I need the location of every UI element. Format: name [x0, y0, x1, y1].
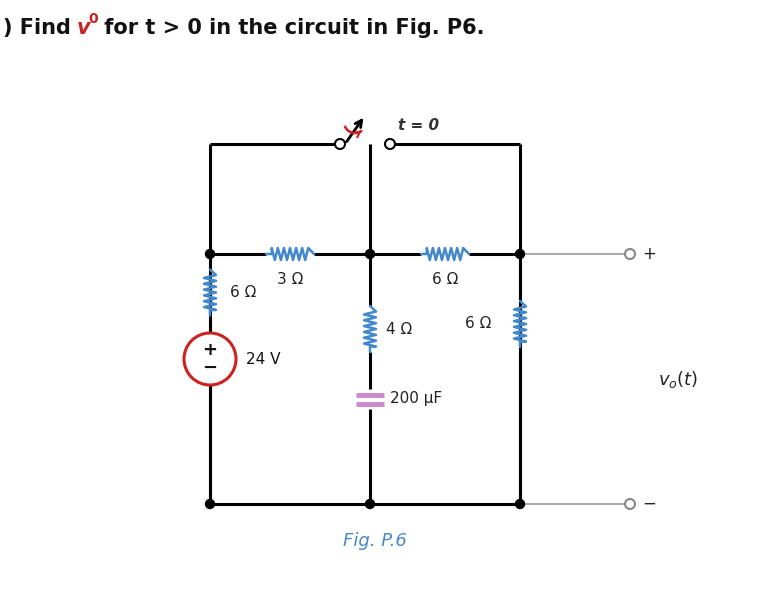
- Text: t = 0: t = 0: [398, 119, 439, 133]
- Circle shape: [385, 139, 395, 149]
- Text: 3 Ω: 3 Ω: [277, 272, 303, 287]
- Text: $v_o(t)$: $v_o(t)$: [658, 368, 699, 389]
- Text: 4 Ω: 4 Ω: [386, 322, 412, 336]
- Text: 24 V: 24 V: [246, 351, 280, 367]
- Circle shape: [516, 249, 525, 258]
- Text: for t > 0 in the circuit in Fig. P6.: for t > 0 in the circuit in Fig. P6.: [97, 18, 485, 38]
- Circle shape: [625, 499, 635, 509]
- Circle shape: [625, 249, 635, 259]
- Circle shape: [335, 139, 345, 149]
- Circle shape: [205, 500, 214, 508]
- Text: ) Find: ) Find: [3, 18, 78, 38]
- Text: +: +: [202, 341, 218, 359]
- Circle shape: [184, 333, 236, 385]
- Text: 6 Ω: 6 Ω: [465, 316, 491, 332]
- Text: 200 μF: 200 μF: [390, 392, 442, 406]
- Text: 6 Ω: 6 Ω: [432, 272, 458, 287]
- Text: −: −: [642, 495, 656, 513]
- Text: 6 Ω: 6 Ω: [230, 285, 257, 300]
- Circle shape: [516, 500, 525, 508]
- Circle shape: [365, 500, 375, 508]
- Text: 0: 0: [88, 12, 97, 26]
- Text: +: +: [642, 245, 656, 263]
- Text: v: v: [77, 18, 90, 38]
- Circle shape: [205, 249, 214, 258]
- Text: −: −: [202, 359, 218, 377]
- Circle shape: [365, 249, 375, 258]
- Text: Fig. P.6: Fig. P.6: [343, 532, 407, 550]
